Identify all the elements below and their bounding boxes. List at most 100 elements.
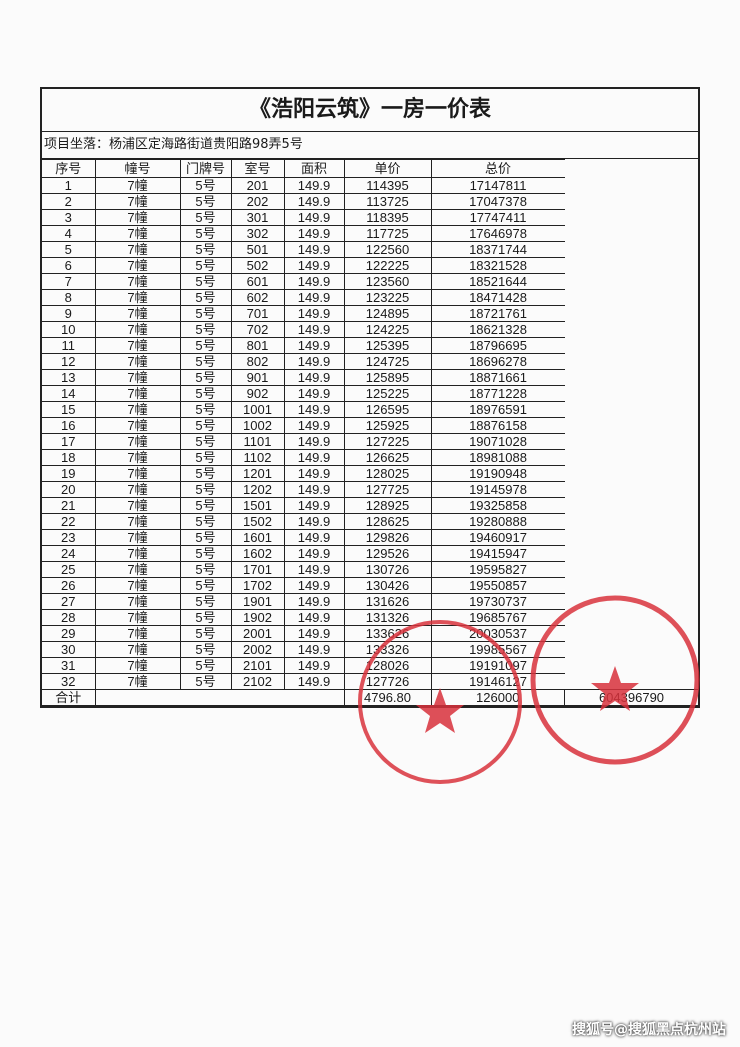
- table-cell: 19985567: [430, 641, 565, 658]
- table-row: 10 7幢 5号 702 149.9 124225 18621328: [42, 321, 698, 338]
- table-cell: 133326: [343, 641, 432, 658]
- table-cell: 1001: [230, 401, 285, 418]
- table-row: 29 7幢 5号 2001 149.9 133626 20030537: [42, 625, 698, 642]
- table-cell: 149.9: [283, 561, 345, 578]
- table-cell: 122560: [343, 241, 432, 258]
- table-cell: 5号: [179, 593, 232, 610]
- table-cell: 149.9: [283, 177, 345, 194]
- table-cell: 1902: [230, 609, 285, 626]
- table-cell: 149.9: [283, 321, 345, 338]
- table-cell: 601: [230, 273, 285, 290]
- table-cell: 149.9: [283, 577, 345, 594]
- table-cell: 24: [42, 545, 96, 562]
- table-row: 22 7幢 5号 1502 149.9 128625 19280888: [42, 513, 698, 530]
- table-cell: 149.9: [283, 369, 345, 386]
- table-cell: 29: [42, 625, 96, 642]
- table-cell: 5号: [179, 433, 232, 450]
- table-row: 17 7幢 5号 1101 149.9 127225 19071028: [42, 433, 698, 450]
- table-cell: 7幢: [94, 577, 181, 594]
- table-cell: 131326: [343, 609, 432, 626]
- table-cell: 5号: [179, 321, 232, 338]
- total-cell: 604396790: [564, 689, 698, 706]
- table-cell: 149.9: [283, 641, 345, 658]
- table-cell: 5号: [179, 529, 232, 546]
- table-cell: 18471428: [430, 289, 565, 306]
- table-cell: 149.9: [283, 225, 345, 242]
- table-cell: 302: [230, 225, 285, 242]
- table-cell: 801: [230, 337, 285, 354]
- table-cell: 18696278: [430, 353, 565, 370]
- table-cell: 125395: [343, 337, 432, 354]
- project-address: 项目坐落：杨浦区定海路街道贵阳路98弄5号: [42, 132, 698, 159]
- table-cell: 7幢: [94, 257, 181, 274]
- table-cell: 149.9: [283, 449, 345, 466]
- table-cell: 7幢: [94, 593, 181, 610]
- table-cell: 9: [42, 305, 96, 322]
- table-cell: 128925: [343, 497, 432, 514]
- total-cell: 合计: [42, 689, 96, 706]
- table-cell: 7幢: [94, 401, 181, 418]
- table-cell: 5号: [179, 561, 232, 578]
- table-row: 12 7幢 5号 802 149.9 124725 18696278: [42, 353, 698, 370]
- table-cell: 7幢: [94, 497, 181, 514]
- table-row: 13 7幢 5号 901 149.9 125895 18871661: [42, 369, 698, 386]
- table-cell: 1102: [230, 449, 285, 466]
- table-cell: 7幢: [94, 513, 181, 530]
- table-cell: 5号: [179, 673, 232, 690]
- table-cell: 1202: [230, 481, 285, 498]
- table-cell: 18771228: [430, 385, 565, 402]
- table-cell: 5号: [179, 337, 232, 354]
- table-cell: 18876158: [430, 417, 565, 434]
- table-cell: 32: [42, 673, 96, 690]
- column-header: 门牌号: [179, 159, 232, 178]
- table-row: 25 7幢 5号 1701 149.9 130726 19595827: [42, 561, 698, 578]
- table-cell: 5号: [179, 513, 232, 530]
- table-cell: 18321528: [430, 257, 565, 274]
- table-cell: 7幢: [94, 337, 181, 354]
- table-row: 32 7幢 5号 2102 149.9 127726 19146127: [42, 673, 698, 690]
- table-cell: 2101: [230, 657, 285, 674]
- table-cell: 19460917: [430, 529, 565, 546]
- table-cell: 602: [230, 289, 285, 306]
- table-cell: 30: [42, 641, 96, 658]
- table-cell: 301: [230, 209, 285, 226]
- table-cell: 149.9: [283, 353, 345, 370]
- table-cell: 149.9: [283, 417, 345, 434]
- table-cell: 149.9: [283, 337, 345, 354]
- table-cell: 5: [42, 241, 96, 258]
- table-cell: 7幢: [94, 561, 181, 578]
- table-cell: 19685767: [430, 609, 565, 626]
- table-cell: 149.9: [283, 481, 345, 498]
- table-cell: 117725: [343, 225, 432, 242]
- table-cell: 149.9: [283, 385, 345, 402]
- table-row: 15 7幢 5号 1001 149.9 126595 18976591: [42, 401, 698, 418]
- table-cell: 126595: [343, 401, 432, 418]
- table-cell: 149.9: [283, 513, 345, 530]
- table-cell: 125225: [343, 385, 432, 402]
- table-cell: 5号: [179, 225, 232, 242]
- table-cell: 149.9: [283, 657, 345, 674]
- table-cell: 19145978: [430, 481, 565, 498]
- table-cell: 201: [230, 177, 285, 194]
- column-header: 单价: [343, 159, 432, 178]
- table-cell: 5号: [179, 401, 232, 418]
- table-row: 14 7幢 5号 902 149.9 125225 18771228: [42, 385, 698, 402]
- table-cell: 149.9: [283, 433, 345, 450]
- table-row: 23 7幢 5号 1601 149.9 129826 19460917: [42, 529, 698, 546]
- table-cell: 149.9: [283, 289, 345, 306]
- table-cell: 128026: [343, 657, 432, 674]
- table-cell: 19191097: [430, 657, 565, 674]
- table-row: 2 7幢 5号 202 149.9 113725 17047378: [42, 193, 698, 210]
- table-cell: 18521644: [430, 273, 565, 290]
- table-row: 27 7幢 5号 1901 149.9 131626 19730737: [42, 593, 698, 610]
- table-cell: 125925: [343, 417, 432, 434]
- table-cell: 18371744: [430, 241, 565, 258]
- table-cell: 149.9: [283, 401, 345, 418]
- table-cell: 19415947: [430, 545, 565, 562]
- table-cell: 149.9: [283, 625, 345, 642]
- table-cell: 5号: [179, 241, 232, 258]
- table-row: 9 7幢 5号 701 149.9 124895 18721761: [42, 305, 698, 322]
- table-cell: 6: [42, 257, 96, 274]
- table-cell: 123225: [343, 289, 432, 306]
- table-cell: 5号: [179, 193, 232, 210]
